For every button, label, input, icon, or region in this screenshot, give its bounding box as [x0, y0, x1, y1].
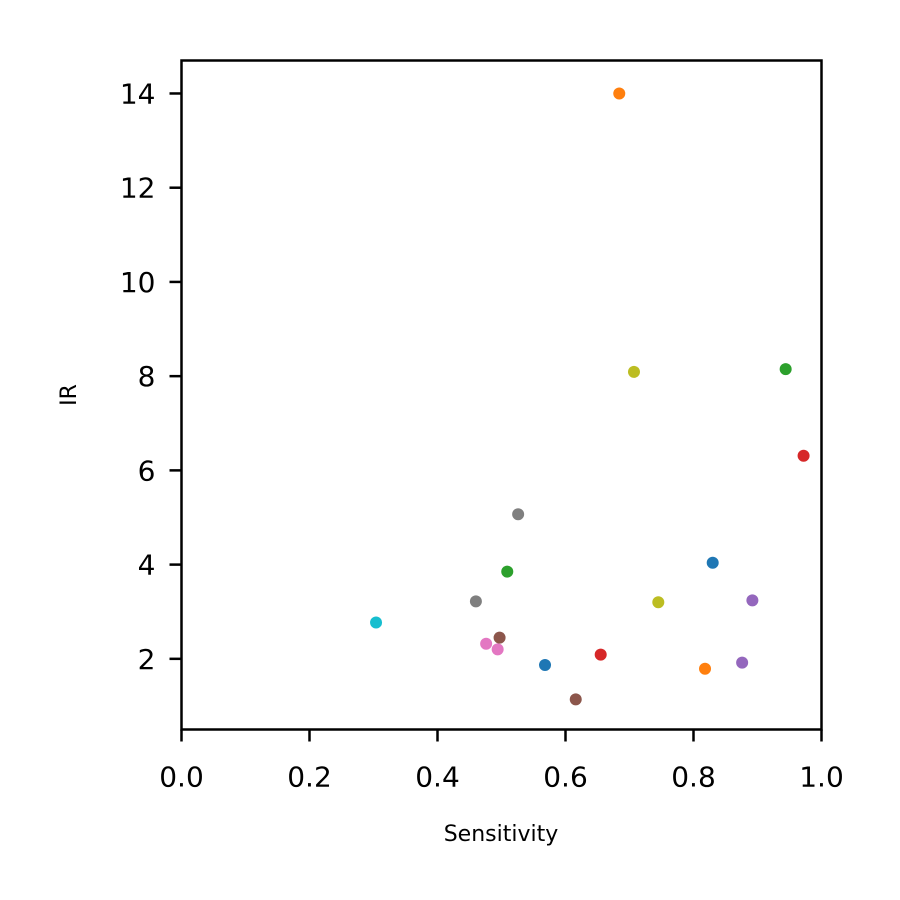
x-tick-label: 0.2 [287, 761, 332, 794]
data-point [797, 449, 810, 462]
data-point [569, 693, 582, 706]
data-point [779, 363, 792, 376]
x-tick-label: 1.0 [799, 761, 844, 794]
data-point [699, 662, 712, 675]
x-tick-label: 0.4 [415, 761, 460, 794]
data-point [746, 594, 759, 607]
data-point [491, 643, 504, 656]
data-point [652, 596, 665, 609]
data-point [469, 595, 482, 608]
data-point [594, 648, 607, 661]
y-tick-label: 8 [138, 360, 156, 393]
data-point [501, 565, 514, 578]
data-point [706, 556, 719, 569]
y-tick-label: 6 [138, 454, 156, 487]
data-point [480, 637, 493, 650]
data-point [736, 656, 749, 669]
data-point [493, 631, 506, 644]
x-axis-label: Sensitivity [444, 822, 559, 847]
x-axis-ticks: 0.0 0.2 0.4 0.6 0.8 1.0 [159, 729, 844, 794]
y-tick-label: 2 [138, 643, 156, 676]
data-points [370, 87, 810, 706]
data-point [512, 508, 525, 521]
data-point [627, 365, 640, 378]
x-tick-label: 0.6 [543, 761, 588, 794]
y-axis-ticks: 2 4 6 8 10 12 14 [120, 77, 182, 676]
y-tick-label: 14 [120, 77, 156, 110]
plot-frame [180, 59, 823, 731]
x-tick-label: 0.0 [159, 761, 204, 794]
y-tick-label: 12 [120, 172, 156, 205]
data-point [613, 87, 626, 100]
x-tick-label: 0.8 [671, 761, 716, 794]
y-axis-label: IR [57, 384, 82, 406]
data-point [370, 616, 383, 629]
y-tick-label: 10 [120, 266, 156, 299]
data-point [539, 658, 552, 671]
y-tick-label: 4 [138, 549, 156, 582]
